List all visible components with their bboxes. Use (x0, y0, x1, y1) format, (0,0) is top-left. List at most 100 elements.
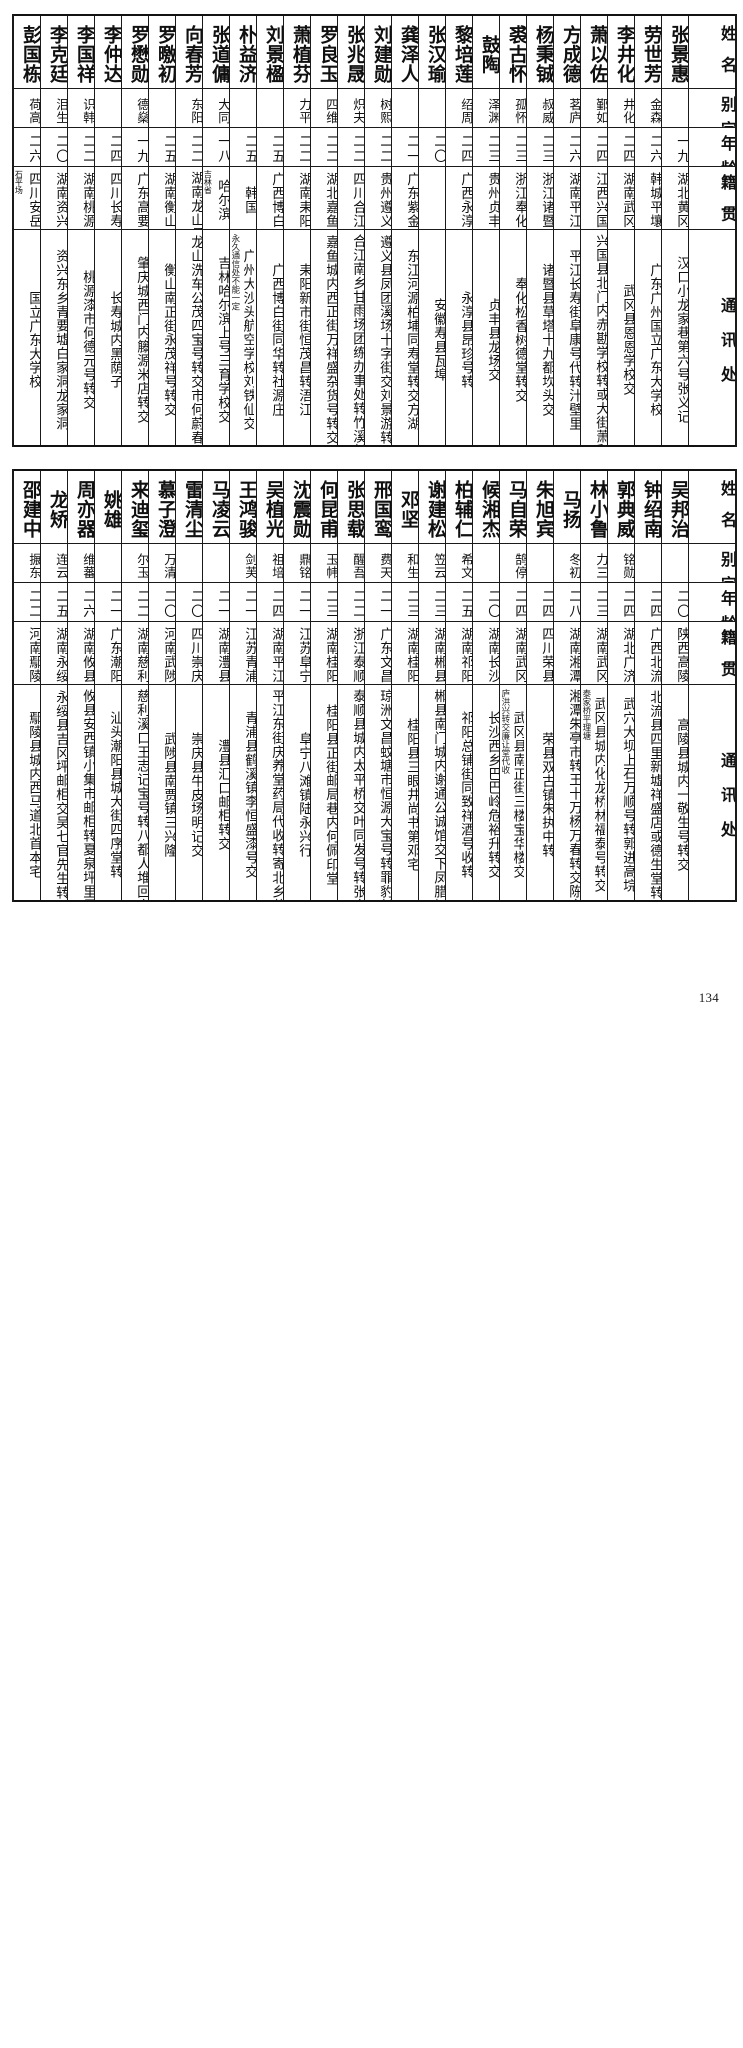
alias-text: 和生 (405, 552, 418, 579)
cell-name: 邓坚 (391, 469, 419, 544)
cell-alias: 祖培 (256, 543, 284, 583)
age-text: 二二 (350, 589, 364, 620)
cell-alias: 识韩 (67, 88, 95, 128)
alias-text: 树熙 (378, 97, 391, 124)
cell-age: 二四 (445, 127, 473, 167)
origin-text: 湖南桂阳 (404, 627, 418, 683)
alias-text (419, 89, 445, 127)
cell-age: 二四 (634, 582, 662, 622)
cell-origin: 贵州贞丰 (472, 166, 500, 230)
header-label-text: 姓名 (718, 480, 735, 543)
row-age: 二六 二〇 二二 二四 一九 二五 二二 一八 二五 二五 二二 二二 二二 二二 二一 二〇 二四 二三 二三 二三… (12, 127, 737, 167)
age-text: 二三 (431, 589, 445, 620)
row-address: 国立广东大学校 资兴东乡青要墟白家洞龙家洞 桃源漆市何德元号转交 长寿城内黑荫子 肇庆城… (12, 229, 737, 447)
name-text: 王鸿骏 (236, 480, 256, 539)
address-text: 武冈县恩恩学校交 (620, 283, 634, 396)
cell-age: 二一 (94, 582, 122, 622)
cell-address: 桂阳县三眼井尚书第邓宅 (391, 684, 419, 902)
cell-address: 琼洲文昌蚊塘市恒源大宝号转罪豹村 (364, 684, 392, 902)
cell-name: 朴益济 (229, 14, 257, 89)
alias-text: 尔玉 (135, 552, 148, 579)
cell-name: 林小鲁 (580, 469, 608, 544)
origin-text: 浙江奉化 (512, 172, 526, 228)
cell-age: 一八 (202, 127, 230, 167)
cell-alias: 绍周 (445, 88, 473, 128)
header-label-text: 年龄 (718, 590, 735, 621)
cell-origin: 湖南衡山 (148, 166, 176, 230)
address-text: 慈利溪口王志记宝号转八都人堆回交 (134, 689, 148, 900)
cell-alias: 大同 (202, 88, 230, 128)
alias-text: 四维 (324, 97, 337, 124)
cell-address: 武陟县南贾镇三兴隆 (148, 684, 176, 902)
cell-name: 朱旭宾 (526, 469, 554, 544)
age-text: 二一 (215, 589, 229, 620)
origin-text: 湖南武冈 (620, 172, 634, 228)
cell-alias: 玉帏 (310, 543, 338, 583)
cell-age: 二一 (229, 582, 257, 622)
header-label-origin: 籍贯 (688, 166, 737, 230)
cell-origin (418, 166, 446, 230)
cell-alias: 冬初 (553, 543, 581, 583)
cell-alias (148, 88, 176, 128)
cell-address: 武冈县恩恩学校交 (607, 229, 635, 447)
cell-alias: 力三 (580, 543, 608, 583)
origin-text: 四川安岳 (26, 172, 40, 228)
name-text: 沈震勋 (290, 480, 310, 539)
cell-origin: 广西北流 (634, 621, 662, 685)
alias-text: 井化 (621, 97, 634, 124)
name-text: 张汉瑜 (425, 25, 445, 84)
address-note: 泰家桥平理塘 (580, 689, 591, 740)
cell-origin: 湖南郴县 (418, 621, 446, 685)
cell-alias: 鹄停 (499, 543, 527, 583)
cell-origin: 湖南攸县 (67, 621, 95, 685)
alias-text (230, 89, 256, 127)
cell-name: 马凌云 (202, 469, 230, 544)
cell-age: 二四 (607, 127, 635, 167)
row-name: 彭国栋 李克廷 李国祥 李仲达 罗懋勋 罗曒初 向春芳 张道傭 朴益济 刘景楹 萧植芬 罗良玉 张兆晟刘… (12, 14, 737, 89)
cell-address: 兴国县北门内赤勘学校转或大街萧和馨号转 (580, 229, 608, 447)
cell-name: 李克廷 (40, 14, 68, 89)
name-text: 谢建松 (425, 480, 445, 539)
cell-alias: 茗庐 (553, 88, 581, 128)
age-text: 二三 (323, 589, 337, 620)
cell-origin: 湖南耒阳 (283, 166, 311, 230)
origin-text: 韩国 (242, 186, 256, 214)
cell-name: 吴植光 (256, 469, 284, 544)
header-label-text: 籍贯 (718, 629, 735, 684)
cell-age: 二一 (202, 582, 230, 622)
age-text: 二三 (593, 589, 607, 620)
cell-address: 嘉鱼城内西正街万祥盛杂货号转交 (310, 229, 338, 447)
address-text: 永绥县吉冈坪邮柜交吴七官先生转 (53, 689, 67, 900)
cell-age: 二五 (148, 127, 176, 167)
origin-text: 湖南资兴 (53, 172, 67, 228)
row-origin: 四川安岳石平场湖南资兴湖南桃源四川长寿广东高要湖南衡山湖南龙山县哈尔滨吉林省韩国… (12, 166, 737, 230)
origin-text: 湖南祁阳 (458, 627, 472, 683)
alias-text (662, 544, 688, 582)
cell-age: 二一 (364, 582, 392, 622)
cell-address: 澧县汇口邮柜转交 (202, 684, 230, 902)
roster-table-top: 彭国栋 李克廷 李国祥 李仲达 罗懋勋 罗曒初 向春芳 张道傭 朴益济 刘景楹 萧植芬 罗良玉 张兆晟刘… (12, 14, 737, 447)
age-text: 二二 (323, 134, 337, 165)
cell-age: 二四 (94, 127, 122, 167)
address-text: 永淳县昂珍号转 (458, 290, 472, 389)
origin-text: 广东紫金 (404, 172, 418, 228)
cell-address: 国立广东大学校 (12, 229, 41, 447)
header-label-text: 通讯处 (718, 751, 735, 856)
address-text: 汉口小龙家巷第六号张义记 (674, 255, 688, 424)
cell-name: 黎培莲 (445, 14, 473, 89)
cell-origin: 江苏青浦 (229, 621, 257, 685)
name-text: 邢国鸾 (371, 480, 391, 539)
cell-age: 二〇 (418, 127, 446, 167)
cell-age: 二二 (175, 127, 203, 167)
name-text: 马凌云 (209, 480, 229, 539)
cell-origin: 四川安岳 石平场 (12, 166, 41, 230)
cell-age: 二六 (553, 127, 581, 167)
cell-name: 龚泽人 (391, 14, 419, 89)
cell-name: 吴邦治 (661, 469, 689, 544)
age-text: 二四 (620, 589, 634, 620)
cell-address: 广州大沙头航空学校刘铁仙交 永久通信处不能一定 (229, 229, 257, 447)
alias-text: 笠云 (432, 552, 445, 579)
cell-address: 荣县双古镇朱执中转 (526, 684, 554, 902)
cell-origin: 江苏阜宁 (283, 621, 311, 685)
